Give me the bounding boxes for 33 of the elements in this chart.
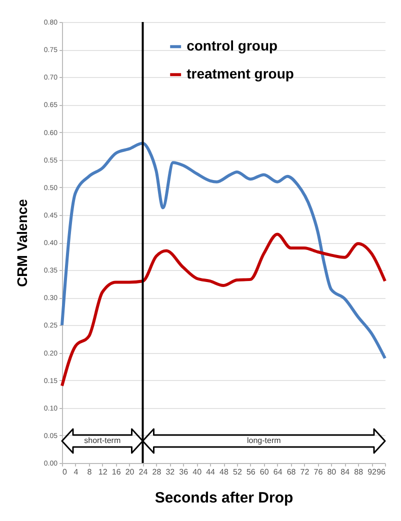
x-tick-label: 24 [138, 468, 148, 476]
x-tick-label: 4 [74, 468, 79, 476]
line-series [60, 142, 386, 360]
x-tick-label: 12 [98, 468, 108, 476]
annotation: long-term [246, 436, 282, 445]
line-series [60, 232, 386, 388]
x-tick-label: 56 [246, 468, 256, 476]
x-tick-label: 16 [112, 468, 122, 476]
x-tick-label: 92 [368, 468, 378, 476]
x-tick-label: 96 [376, 468, 386, 476]
x-tick-label: 88 [354, 468, 364, 476]
x-tick-label: 84 [340, 468, 350, 476]
y-axis-title: CRM Valence [14, 198, 30, 287]
x-tick-label: 40 [192, 468, 202, 476]
x-tick-label: 72 [300, 468, 310, 476]
x-tick-label: 0 [62, 468, 68, 476]
x-tick-label: 36 [179, 468, 189, 476]
x-tick-label: 52 [233, 468, 242, 476]
x-tick-label: 48 [220, 468, 229, 476]
x-tick-label: 44 [206, 468, 216, 476]
x-tick-label: 8 [87, 468, 92, 476]
x-tick-label: 76 [314, 468, 324, 476]
legend-label: treatment group [186, 66, 294, 82]
x-tick-label: 60 [260, 468, 270, 476]
x-axis-title: Seconds after Drop [154, 490, 294, 506]
x-tick-label: 68 [286, 468, 296, 476]
x-tick-label: 80 [327, 468, 337, 476]
x-tick-label: 20 [125, 468, 135, 476]
legend-label: control group [186, 38, 278, 54]
x-tick-label: 32 [166, 468, 176, 476]
annotation: short-term [84, 436, 121, 445]
x-tick-label: 64 [273, 468, 283, 476]
x-tick-label: 28 [152, 468, 162, 476]
